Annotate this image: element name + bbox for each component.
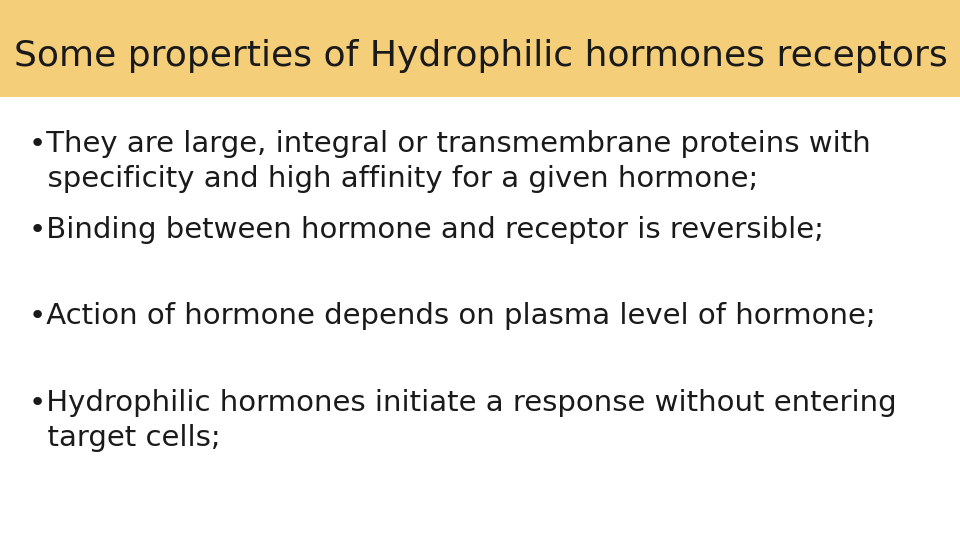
FancyBboxPatch shape	[0, 0, 960, 97]
Text: •Action of hormone depends on plasma level of hormone;: •Action of hormone depends on plasma lev…	[29, 302, 876, 330]
Text: •Hydrophilic hormones initiate a response without entering
  target cells;: •Hydrophilic hormones initiate a respons…	[29, 389, 897, 453]
Text: •They are large, integral or transmembrane proteins with
  specificity and high : •They are large, integral or transmembra…	[29, 130, 871, 193]
Text: Some properties of Hydrophilic hormones receptors: Some properties of Hydrophilic hormones …	[14, 39, 948, 73]
Text: •Binding between hormone and receptor is reversible;: •Binding between hormone and receptor is…	[29, 216, 824, 244]
